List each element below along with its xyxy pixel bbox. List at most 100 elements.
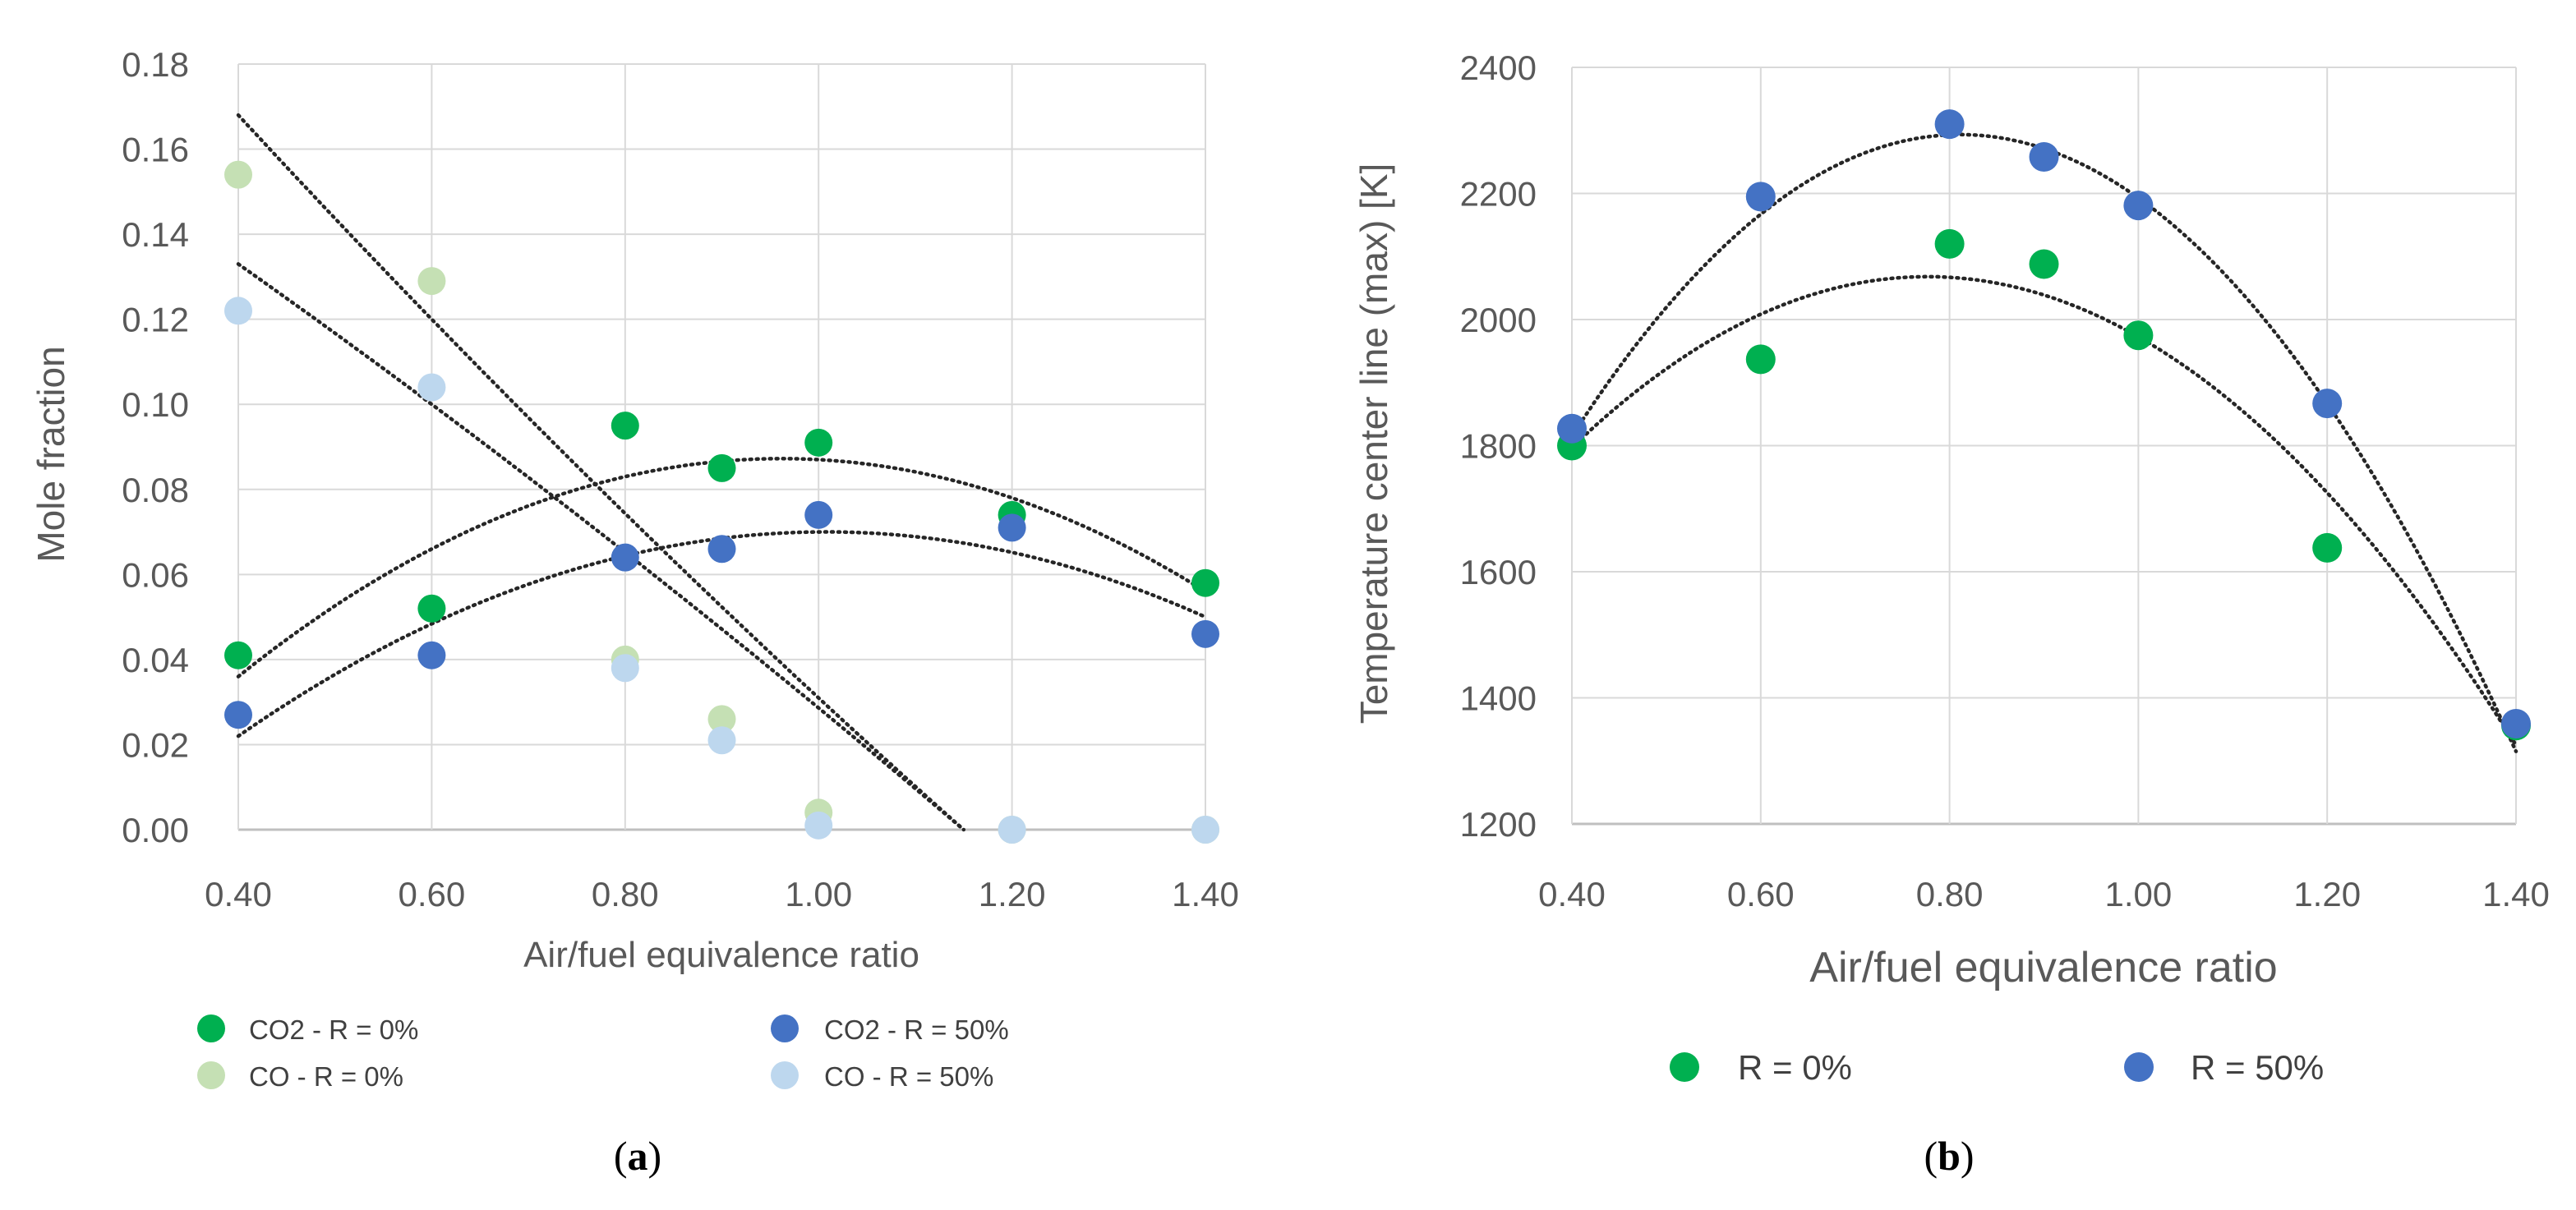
panel-a-chart: 0.00 0.02 0.04 0.06 0.08 0.10 0.12 0.14 0.16 0.18… — [30, 45, 1239, 1179]
panel-a-x-tick-labels: 0.40 0.60 0.80 1.00 1.20 1.40 — [205, 875, 1239, 913]
panel-b-y-tick-labels: 1200 1400 1600 1800 2000 2200 2400 — [1460, 48, 1537, 844]
point-r-50pct — [1745, 182, 1776, 212]
point-co-r-50pct — [224, 297, 252, 325]
panel-a-caption-open: ( — [614, 1133, 628, 1179]
panel-a-y-tick-labels: 0.00 0.02 0.04 0.06 0.08 0.10 0.12 0.14 0.16 0.18 — [122, 45, 189, 849]
point-co-r-50pct — [804, 811, 833, 840]
legend-marker-co2-r50 — [771, 1014, 799, 1042]
legend-label-co2-r0: CO2 - R = 0% — [249, 1014, 418, 1045]
point-r-0pct — [1745, 344, 1776, 375]
legend-item-co-r0: CO - R = 0% — [197, 1061, 403, 1092]
panel-b-y-tick-label: 1800 — [1460, 427, 1537, 466]
point-r-0pct — [2123, 320, 2154, 351]
panel-b-y-tick-label: 2200 — [1460, 175, 1537, 214]
panel-b-x-tick-label: 1.20 — [2293, 875, 2361, 913]
panel-a-caption-close: ) — [648, 1133, 662, 1179]
panel-b-x-tick-label: 1.00 — [2105, 875, 2173, 913]
panel-b-x-axis-title: Air/fuel equivalence ratio — [1809, 944, 2277, 991]
point-co-r-50pct — [1191, 816, 1219, 844]
point-co2-r-0pct — [804, 428, 833, 457]
point-co2-r-0pct — [224, 641, 252, 669]
panel-a-y-tick-label: 0.14 — [122, 215, 189, 254]
panel-a-caption-letter: a — [628, 1133, 648, 1179]
point-co2-r-50pct — [417, 641, 446, 669]
panel-a-x-tick-label: 0.40 — [205, 875, 272, 913]
legend-item-r0: R = 0% — [1670, 1048, 1852, 1087]
legend-marker-co-r50 — [771, 1061, 799, 1089]
point-r-50pct — [2312, 389, 2343, 419]
panel-a-y-tick-label: 0.00 — [122, 811, 189, 849]
panel-b-y-tick-label: 1200 — [1460, 805, 1537, 844]
point-r-0pct — [1934, 228, 1965, 259]
panel-a-x-tick-label: 0.80 — [592, 875, 659, 913]
point-r-50pct — [2123, 191, 2154, 221]
point-co2-r-50pct — [804, 500, 833, 529]
point-co2-r-50pct — [998, 513, 1026, 542]
point-r-50pct — [2501, 708, 2531, 738]
point-r-50pct — [1934, 109, 1965, 140]
point-co2-r-0pct — [611, 412, 639, 440]
point-co2-r-50pct — [707, 535, 736, 564]
trendline-co-r-0pct-trend — [236, 113, 966, 832]
legend-label-r0: R = 0% — [1738, 1048, 1852, 1087]
panel-b-x-tick-label: 0.40 — [1538, 875, 1606, 913]
point-co-r-50pct — [417, 373, 446, 402]
point-co-r-0pct — [707, 705, 736, 734]
legend-marker-r0 — [1670, 1052, 1699, 1082]
panel-a-y-tick-label: 0.08 — [122, 471, 189, 509]
legend-item-co2-r0: CO2 - R = 0% — [197, 1014, 418, 1045]
panel-a-y-tick-label: 0.02 — [122, 725, 189, 764]
panel-a-points — [224, 160, 1219, 844]
panel-a-y-tick-label: 0.18 — [122, 45, 189, 84]
panel-a-y-axis-title: Mole fraction — [30, 346, 72, 562]
panel-b-gridlines — [1571, 67, 2517, 826]
panel-a-y-tick-label: 0.12 — [122, 301, 189, 339]
point-co-r-50pct — [611, 654, 639, 683]
point-co2-r-0pct — [707, 453, 736, 482]
panel-a-y-tick-label: 0.16 — [122, 131, 189, 169]
point-r-50pct — [1557, 413, 1587, 444]
legend-item-co2-r50: CO2 - R = 50% — [771, 1014, 1009, 1045]
panel-b-y-tick-label: 2400 — [1460, 48, 1537, 87]
point-co2-r-0pct — [417, 594, 446, 623]
panel-b-points — [1557, 109, 2531, 741]
legend-label-co-r50: CO - R = 50% — [824, 1061, 993, 1092]
panel-a-legend: CO2 - R = 0% CO2 - R = 50% CO - R = 0% C… — [197, 1014, 1009, 1092]
point-co-r-0pct — [224, 160, 252, 189]
panel-b-caption-letter: b — [1938, 1133, 1961, 1179]
point-co-r-50pct — [707, 726, 736, 755]
point-co2-r-0pct — [1191, 568, 1219, 597]
panel-b-x-tick-label: 0.60 — [1727, 875, 1795, 913]
panel-a-y-tick-label: 0.04 — [122, 641, 189, 679]
point-r-0pct — [2029, 249, 2059, 279]
panel-a-x-tick-label: 1.00 — [785, 875, 852, 913]
trendline-r-0pct-trend — [1569, 274, 2518, 748]
legend-item-co-r50: CO - R = 50% — [771, 1061, 993, 1092]
point-co2-r-50pct — [611, 543, 639, 572]
panel-a-y-tick-label: 0.10 — [122, 385, 189, 424]
panel-a-x-tick-label: 1.20 — [979, 875, 1046, 913]
panel-a-x-tick-label: 1.40 — [1172, 875, 1239, 913]
panel-b-y-tick-label: 1400 — [1460, 679, 1537, 718]
point-co2-r-50pct — [1191, 619, 1219, 648]
legend-label-co-r0: CO - R = 0% — [249, 1061, 403, 1092]
legend-label-r50: R = 50% — [2191, 1048, 2324, 1087]
panel-a-x-tick-label: 0.60 — [399, 875, 466, 913]
trendline-co-r-50pct-trend — [236, 262, 966, 832]
point-r-0pct — [2312, 532, 2343, 563]
legend-marker-r50 — [2124, 1052, 2154, 1082]
point-co-r-0pct — [417, 267, 446, 296]
point-r-50pct — [2029, 141, 2059, 172]
panel-b-x-tick-label: 0.80 — [1916, 875, 1984, 913]
panel-a-caption: (a) — [614, 1133, 661, 1179]
panel-b-x-tick-label: 1.40 — [2482, 875, 2550, 913]
panel-a-x-axis-title: Air/fuel equivalence ratio — [523, 935, 919, 975]
panel-b-caption-open: ( — [1924, 1133, 1938, 1179]
legend-label-co2-r50: CO2 - R = 50% — [824, 1014, 1009, 1045]
legend-item-r50: R = 50% — [2124, 1048, 2324, 1087]
panel-b-y-tick-label: 2000 — [1460, 301, 1537, 339]
panel-b-y-tick-label: 1600 — [1460, 553, 1537, 591]
point-co2-r-50pct — [224, 701, 252, 729]
panel-b-x-tick-labels: 0.40 0.60 0.80 1.00 1.20 1.40 — [1538, 875, 2550, 913]
